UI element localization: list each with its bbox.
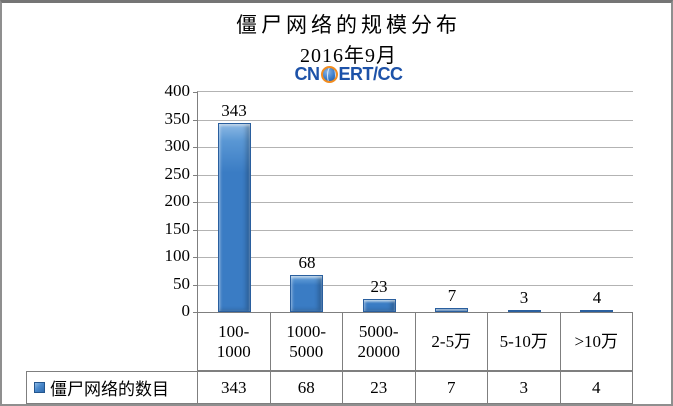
series-legend-label: 僵尸网络的数目: [50, 380, 169, 399]
y-axis-tick-400: [193, 92, 197, 93]
plot-area: 343 68 23 7 3 4: [193, 91, 633, 313]
chart-title: 僵尸网络的规模分布: [236, 13, 461, 37]
cncert-logo: CN ERT/CC: [26, 64, 671, 84]
y-axis-tick-300: [193, 147, 197, 148]
y-axis-tick-150: [193, 230, 197, 231]
y-axis-tick-0: [193, 312, 197, 313]
data-table-value-1000-5000: 68: [271, 372, 343, 403]
bar-value-label-1000-5000: 68: [298, 253, 316, 272]
legend-cell: 僵尸网络的数目: [27, 372, 198, 403]
gridline-200: [198, 202, 633, 203]
y-axis-tick-50: [193, 285, 197, 286]
gridline-150: [198, 230, 633, 231]
y-axis-label-200: 200: [164, 191, 191, 210]
data-table-value-2-5万: 7: [416, 372, 488, 403]
cncert-logo-text-right: ERT/CC: [338, 63, 404, 84]
data-table-value-5000-20000: 23: [343, 372, 416, 403]
gridline-250: [198, 175, 633, 176]
x-axis-label-1000-5000: 1000- 5000: [271, 313, 343, 370]
y-axis-tick-200: [193, 202, 197, 203]
y-axis-label-350: 350: [164, 109, 191, 128]
bar-100-1000: [218, 123, 251, 312]
y-axis-tick-350: [193, 120, 197, 121]
x-axis-label-5000-20000: 5000- 20000: [343, 313, 416, 370]
gridline-350: [198, 120, 633, 121]
y-axis-label-250: 250: [164, 164, 191, 183]
bar-value-label-5000-20000: 23: [370, 277, 388, 296]
data-table-value-5-10万: 3: [488, 372, 561, 403]
x-axis-label-5-10万: 5-10万: [488, 313, 561, 370]
data-table-value->10万: 4: [592, 377, 601, 397]
bar-value-label->10万: 4: [592, 288, 602, 307]
y-axis-label-0: 0: [181, 301, 191, 320]
bar-5000-20000: [363, 299, 396, 312]
data-table-value-100-1000: 343: [198, 372, 271, 403]
y-axis-label-150: 150: [164, 219, 191, 238]
bar-1000-5000: [290, 275, 323, 312]
gridline-100: [198, 257, 633, 258]
cncert-logo-text-left: CN: [294, 63, 321, 84]
y-axis-label-100: 100: [164, 246, 191, 265]
bar-value-label-5-10万: 3: [519, 288, 529, 307]
y-axis-tick-100: [193, 257, 197, 258]
globe-icon: [320, 65, 338, 83]
x-axis-category-row: 100- 1000 1000- 5000 5000- 20000 2-5万 5-10万 >…: [197, 313, 633, 371]
x-axis-label-2-5万: 2-5万: [416, 313, 488, 370]
y-axis-label-300: 300: [164, 136, 191, 155]
x-axis-label-100-1000: 100- 1000: [198, 313, 271, 370]
y-axis-tick-250: [193, 175, 197, 176]
y-axis: 0 50 100 150 200 250 300 350 400: [128, 82, 191, 320]
data-table-row: 僵尸网络的数目 343 68 23 7 3 4: [26, 371, 633, 404]
bar-value-label-2-5万: 7: [447, 286, 457, 305]
gridline-50: [198, 285, 633, 286]
series-legend-swatch-icon: [34, 382, 45, 393]
chart-subtitle: 2016年9月: [300, 45, 397, 67]
bar->10万: [580, 310, 613, 312]
y-axis-label-400: 400: [164, 81, 191, 100]
y-axis-label-50: 50: [173, 274, 190, 293]
gridline-300: [198, 147, 633, 148]
bar-2-5万: [435, 308, 468, 312]
bar-5-10万: [508, 310, 541, 312]
x-axis-label->10万: >10万: [561, 313, 633, 370]
bar-value-label-100-1000: 343: [221, 101, 247, 120]
